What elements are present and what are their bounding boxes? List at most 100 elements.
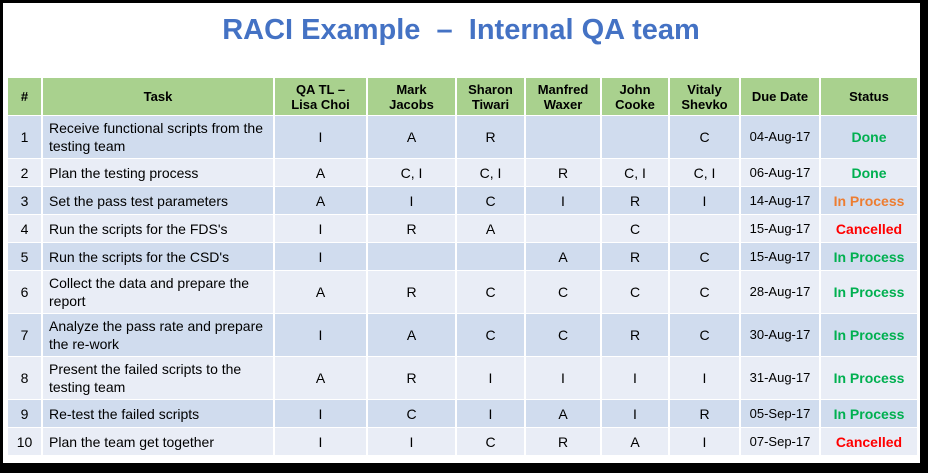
status-badge: In Process <box>821 357 917 399</box>
task-cell: Set the pass test parameters <box>43 187 273 214</box>
task-cell: Collect the data and prepare the report <box>43 271 273 313</box>
col-header-manfred: Manfred Waxer <box>526 78 600 115</box>
raci-qa-tl: I <box>275 243 366 270</box>
raci-qa-tl: I <box>275 314 366 356</box>
due-date: 14-Aug-17 <box>741 187 819 214</box>
raci-manfred: C <box>526 271 600 313</box>
task-cell: Analyze the pass rate and prepare the re… <box>43 314 273 356</box>
task-cell: Plan the team get together <box>43 428 273 455</box>
raci-vitaly: C <box>670 243 739 270</box>
row-number: 5 <box>8 243 41 270</box>
task-cell: Run the scripts for the CSD's <box>43 243 273 270</box>
raci-sharon: C, I <box>457 159 524 186</box>
row-number: 9 <box>8 400 41 427</box>
raci-manfred: C <box>526 314 600 356</box>
raci-qa-tl: I <box>275 116 366 158</box>
due-date: 06-Aug-17 <box>741 159 819 186</box>
task-cell: Re-test the failed scripts <box>43 400 273 427</box>
raci-mark: C <box>368 400 455 427</box>
raci-mark: C, I <box>368 159 455 186</box>
due-date: 31-Aug-17 <box>741 357 819 399</box>
raci-mark: R <box>368 215 455 242</box>
status-badge: In Process <box>821 314 917 356</box>
raci-vitaly: R <box>670 400 739 427</box>
raci-vitaly <box>670 215 739 242</box>
table-row: 7 Analyze the pass rate and prepare the r… <box>8 314 917 356</box>
table-row: 10 Plan the team get together I I C R A I 07-Sep… <box>8 428 917 455</box>
raci-sharon: I <box>457 357 524 399</box>
status-badge: Cancelled <box>821 215 917 242</box>
raci-mark <box>368 243 455 270</box>
raci-john <box>602 116 668 158</box>
raci-vitaly: I <box>670 187 739 214</box>
table-row: 5 Run the scripts for the CSD's I A R C 15-Aug… <box>8 243 917 270</box>
table-row: 8 Present the failed scripts to the testi… <box>8 357 917 399</box>
raci-manfred: R <box>526 159 600 186</box>
raci-sharon: A <box>457 215 524 242</box>
raci-manfred <box>526 116 600 158</box>
raci-manfred: A <box>526 243 600 270</box>
status-badge: Done <box>821 116 917 158</box>
raci-mark: A <box>368 116 455 158</box>
row-number: 3 <box>8 187 41 214</box>
table-row: 1 Receive functional scripts from the tes… <box>8 116 917 158</box>
status-badge: In Process <box>821 271 917 313</box>
col-header-task: Task <box>43 78 273 115</box>
raci-john: R <box>602 243 668 270</box>
raci-john: R <box>602 314 668 356</box>
raci-mark: R <box>368 271 455 313</box>
task-cell: Run the scripts for the FDS's <box>43 215 273 242</box>
raci-sharon: R <box>457 116 524 158</box>
table-row: 9 Re-test the failed scripts I C I A I R 05-Sep-… <box>8 400 917 427</box>
task-cell: Plan the testing process <box>43 159 273 186</box>
due-date: 28-Aug-17 <box>741 271 819 313</box>
raci-mark: I <box>368 428 455 455</box>
col-header-mark: Mark Jacobs <box>368 78 455 115</box>
table-body: 1 Receive functional scripts from the tes… <box>8 116 917 455</box>
raci-sharon <box>457 243 524 270</box>
due-date: 07-Sep-17 <box>741 428 819 455</box>
raci-vitaly: C, I <box>670 159 739 186</box>
col-header-qa-tl: QA TL – Lisa Choi <box>275 78 366 115</box>
raci-sharon: C <box>457 271 524 313</box>
status-badge: Done <box>821 159 917 186</box>
raci-manfred: I <box>526 187 600 214</box>
raci-vitaly: C <box>670 116 739 158</box>
status-badge: In Process <box>821 243 917 270</box>
status-badge: Cancelled <box>821 428 917 455</box>
raci-mark: A <box>368 314 455 356</box>
row-number: 2 <box>8 159 41 186</box>
raci-john: C <box>602 215 668 242</box>
raci-sharon: C <box>457 428 524 455</box>
raci-manfred: A <box>526 400 600 427</box>
col-header-status: Status <box>821 78 917 115</box>
raci-vitaly: C <box>670 271 739 313</box>
due-date: 04-Aug-17 <box>741 116 819 158</box>
raci-mark: I <box>368 187 455 214</box>
row-number: 8 <box>8 357 41 399</box>
raci-table: # Task QA TL – Lisa Choi Mark Jacobs Sharo… <box>6 77 919 456</box>
table-row: 6 Collect the data and prepare the report… <box>8 271 917 313</box>
status-badge: In Process <box>821 187 917 214</box>
raci-qa-tl: I <box>275 215 366 242</box>
row-number: 7 <box>8 314 41 356</box>
raci-mark: R <box>368 357 455 399</box>
raci-sharon: I <box>457 400 524 427</box>
raci-manfred <box>526 215 600 242</box>
table-row: 3 Set the pass test parameters A I C I R I 14-Au… <box>8 187 917 214</box>
task-cell: Present the failed scripts to the testin… <box>43 357 273 399</box>
raci-qa-tl: I <box>275 400 366 427</box>
due-date: 15-Aug-17 <box>741 243 819 270</box>
col-header-vitaly: Vitaly Shevko <box>670 78 739 115</box>
raci-john: C <box>602 271 668 313</box>
raci-manfred: R <box>526 428 600 455</box>
raci-qa-tl: I <box>275 428 366 455</box>
raci-john: A <box>602 428 668 455</box>
col-header-num: # <box>8 78 41 115</box>
col-header-sharon: Sharon Tiwari <box>457 78 524 115</box>
raci-john: I <box>602 400 668 427</box>
raci-qa-tl: A <box>275 271 366 313</box>
raci-qa-tl: A <box>275 187 366 214</box>
page-title: RACI Example – Internal QA team <box>222 14 700 46</box>
